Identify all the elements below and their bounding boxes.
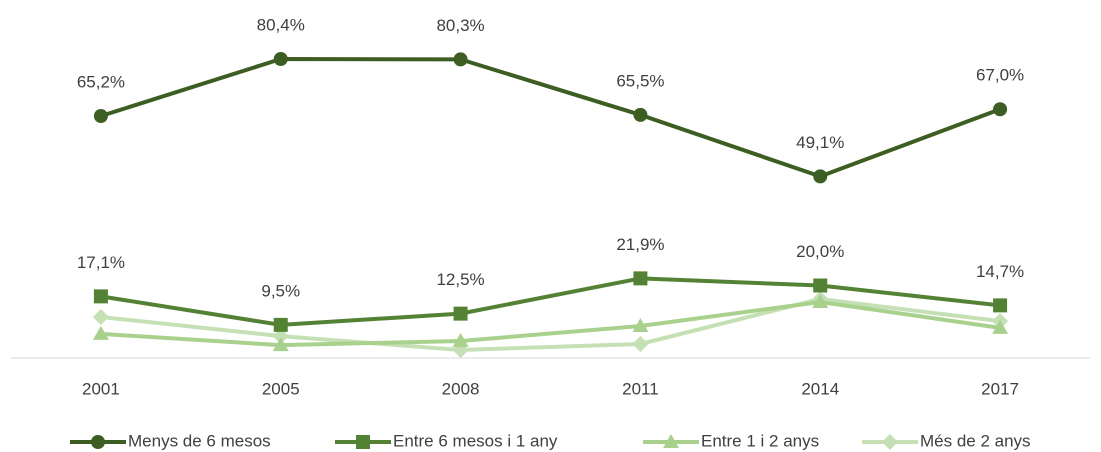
x-tick-label: 2005 <box>262 379 300 398</box>
data-point <box>452 333 469 347</box>
series-line <box>100 57 1001 179</box>
x-tick-label: 2008 <box>442 379 480 398</box>
series-line <box>100 300 1001 348</box>
legend-label: Entre 6 mesos i 1 any <box>393 431 558 450</box>
data-label: 12,5% <box>436 270 484 289</box>
data-point <box>272 337 289 352</box>
data-point <box>992 319 1009 334</box>
data-point <box>92 309 109 325</box>
data-point <box>993 102 1008 117</box>
x-tick-label: 2011 <box>622 379 659 398</box>
legend-marker <box>663 434 679 448</box>
data-point <box>633 107 648 122</box>
data-point <box>92 325 109 340</box>
data-point <box>993 298 1008 313</box>
legend-marker <box>882 434 898 450</box>
data-point <box>632 336 649 352</box>
series-line <box>100 297 1001 352</box>
legend-marker <box>91 435 105 449</box>
data-point <box>273 52 288 66</box>
data-label: 65,5% <box>616 71 664 90</box>
data-point <box>633 271 648 286</box>
x-tick-label: 2017 <box>981 379 1019 398</box>
data-label: 49,1% <box>796 133 844 152</box>
data-label: 80,4% <box>257 15 305 34</box>
data-point <box>93 289 108 304</box>
legend-label: Més de 2 anys <box>920 431 1031 450</box>
data-point <box>93 109 108 123</box>
data-point <box>813 169 828 184</box>
x-tick-label: 2014 <box>801 379 839 398</box>
x-tick-label: 2001 <box>82 379 120 398</box>
data-label: 9,5% <box>261 281 300 300</box>
data-point <box>632 318 649 332</box>
data-label: 80,3% <box>436 16 484 35</box>
legend-marker <box>356 435 370 449</box>
legend-label: Menys de 6 mesos <box>128 431 271 450</box>
data-label: 14,7% <box>976 262 1024 281</box>
data-label: 20,0% <box>796 242 844 261</box>
data-point <box>453 52 468 67</box>
data-point <box>453 306 468 321</box>
data-point <box>812 294 829 308</box>
data-point <box>272 328 289 345</box>
legend-label: Entre 1 i 2 anys <box>701 431 819 450</box>
data-label: 67,0% <box>976 66 1024 85</box>
data-point <box>273 317 288 332</box>
series-line <box>100 276 1001 327</box>
data-point <box>813 278 828 293</box>
data-label: 65,2% <box>77 72 125 91</box>
data-label: 21,9% <box>616 235 664 254</box>
data-label: 17,1% <box>77 253 125 272</box>
